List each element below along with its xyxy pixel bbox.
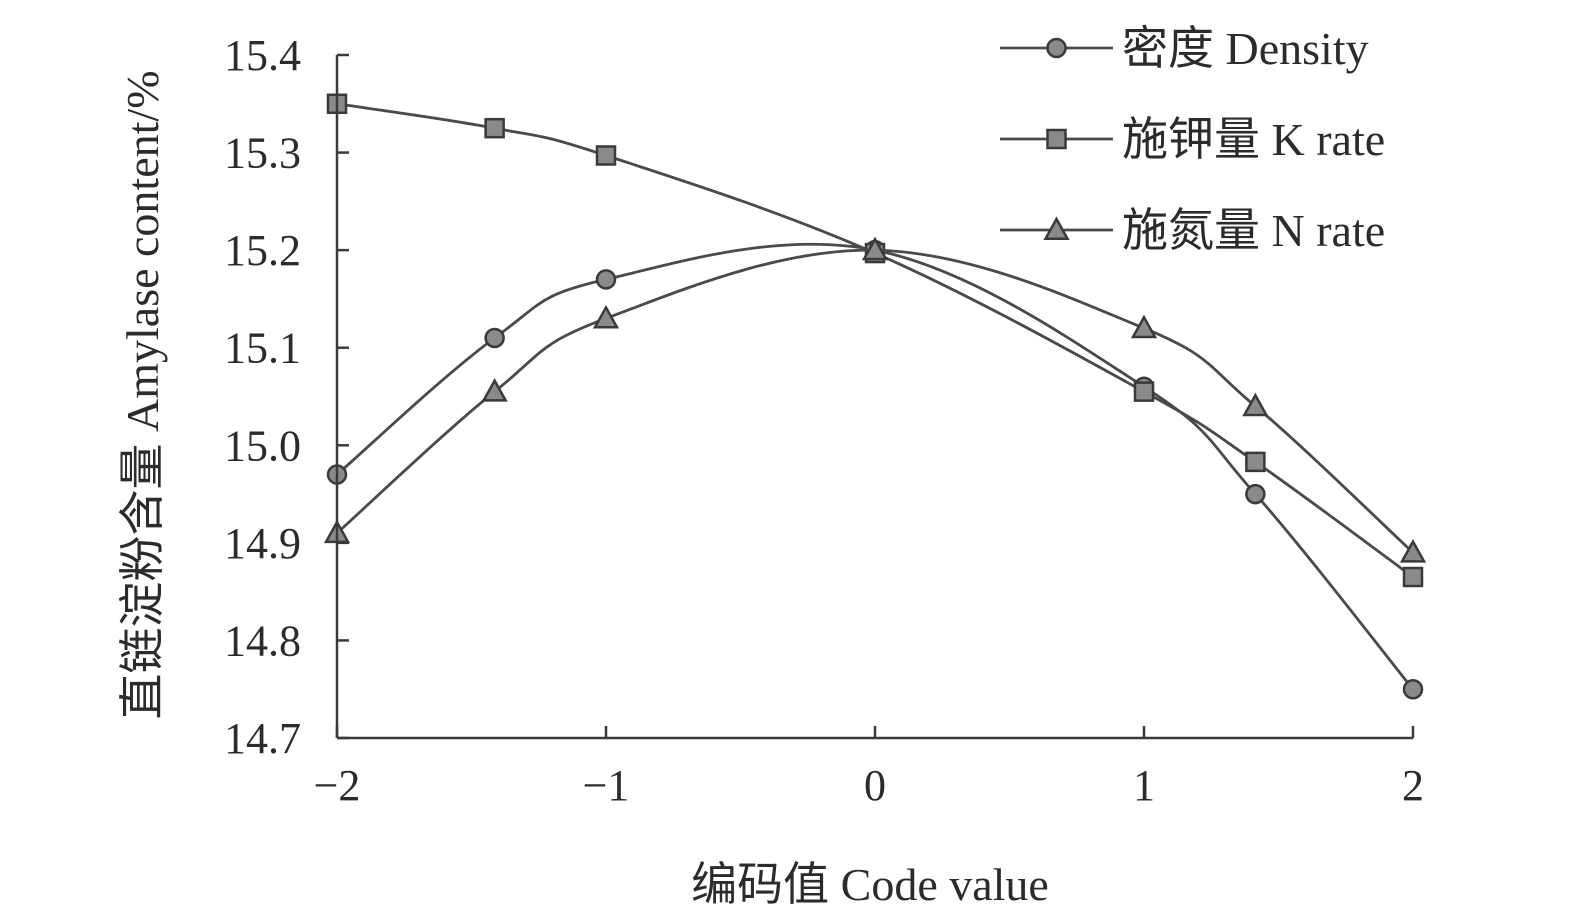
legend-marker-square xyxy=(1046,128,1067,150)
data-point-square xyxy=(484,117,505,139)
legend-item-square: 施钾量 K rate xyxy=(1000,114,1385,165)
data-point-circle xyxy=(1245,483,1266,505)
x-tick-label: −1 xyxy=(583,761,630,810)
data-point-triangle xyxy=(481,378,508,402)
legend-label: 密度 Density xyxy=(1122,23,1369,74)
data-point-square xyxy=(1133,381,1155,402)
data-point-circle xyxy=(1402,678,1424,700)
x-tick-label: 1 xyxy=(1133,761,1155,810)
legend-label: 施氮量 N rate xyxy=(1122,205,1385,256)
data-point-square xyxy=(1245,451,1266,473)
data-point-triangle xyxy=(861,236,889,261)
legend-item-triangle: 施氮量 N rate xyxy=(1000,205,1385,256)
x-axis: −2 −1 0 1 2 xyxy=(314,726,1424,810)
y-tick-label: 15.2 xyxy=(224,226,301,275)
data-point-triangle xyxy=(1130,314,1158,339)
y-tick-label: 14.8 xyxy=(224,616,301,665)
y-tick-label: 15.1 xyxy=(224,324,301,373)
data-point-circle xyxy=(484,327,505,349)
data-point-triangle xyxy=(592,304,620,329)
data-point-square xyxy=(1402,566,1424,588)
legend-label: 施钾量 K rate xyxy=(1122,114,1385,165)
x-tick-label: −2 xyxy=(314,761,361,810)
data-point-circle xyxy=(595,269,617,290)
legend-marker-circle xyxy=(1046,37,1067,59)
x-tick-label: 0 xyxy=(864,761,886,810)
y-tick-label: 15.3 xyxy=(224,129,301,178)
y-axis-title: 直链淀粉含量 Amylase content/% xyxy=(117,70,168,719)
y-tick-label: 14.9 xyxy=(224,519,301,568)
data-point-triangle xyxy=(1399,539,1427,563)
y-axis: 14.7 14.8 14.9 15.0 15.1 15.2 15.3 15.4 xyxy=(224,31,349,763)
data-point-triangle xyxy=(1242,392,1269,417)
series-triangle xyxy=(323,236,1427,563)
legend-item-circle: 密度 Density xyxy=(1000,23,1369,74)
y-tick-label: 15.0 xyxy=(224,421,301,470)
plot-series-layer xyxy=(323,93,1427,700)
y-tick-label: 15.4 xyxy=(224,31,301,80)
x-tick-label: 2 xyxy=(1402,761,1424,810)
legend: 密度 Density 施钾量 K rate 施氮量 N rate xyxy=(1000,23,1385,256)
legend-marker-triangle xyxy=(1043,216,1070,241)
y-tick-label: 14.7 xyxy=(224,714,301,763)
data-point-square xyxy=(595,145,617,166)
x-axis-title: 编码值 Code value xyxy=(691,859,1049,910)
